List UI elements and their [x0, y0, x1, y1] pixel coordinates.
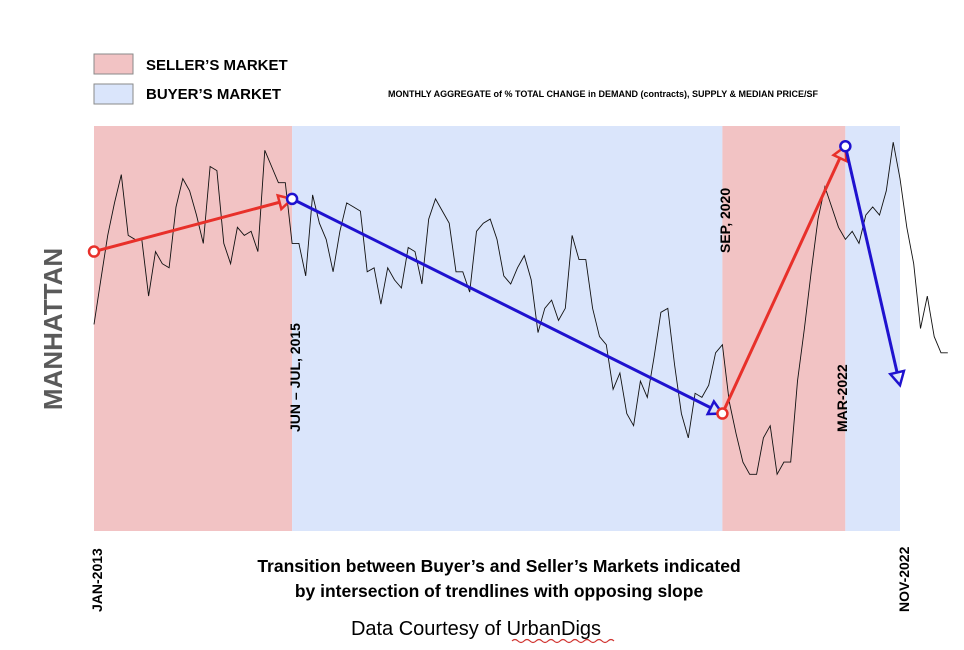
- series-line-0: [93, 142, 948, 476]
- trendline-start-marker-3: [839, 140, 852, 153]
- trendline-start-marker-0: [87, 245, 101, 258]
- trendline-start-marker-2: [716, 407, 729, 420]
- transition-label-2022: MAR-2022: [834, 364, 850, 432]
- spellcheck-underline: [511, 638, 615, 644]
- chart-title: MONTHLY AGGREGATE of % TOTAL CHANGE in D…: [388, 89, 819, 99]
- trendline-seller-0: [93, 200, 280, 253]
- market-regime-bands: [94, 126, 900, 531]
- legend-label-seller: SELLER’S MARKET: [146, 57, 288, 74]
- trendline-start-marker-1: [285, 192, 299, 206]
- regime-band-buyer-1: [292, 126, 723, 531]
- legend-swatch-buyer: [93, 83, 134, 105]
- trendline-arrowhead-0: [275, 193, 295, 212]
- caption-line-2: by intersection of trendlines with oppos…: [295, 581, 704, 601]
- x-label-end: NOV-2022: [896, 546, 912, 612]
- trendline-arrowhead-1: [705, 399, 725, 416]
- region-label: MANHATTAN: [38, 248, 68, 410]
- trendline-seller-2: [721, 157, 842, 415]
- x-label-start: JAN-2013: [89, 548, 105, 612]
- series-layer: [93, 142, 948, 476]
- trendline-layer: [87, 140, 906, 420]
- transition-label-2020: SEP, 2020: [717, 188, 733, 253]
- trendline-buyer-3: [843, 145, 899, 373]
- caption-line-1: Transition between Buyer’s and Seller’s …: [257, 556, 740, 576]
- regime-band-buyer-3: [845, 126, 900, 531]
- legend-swatch-seller: [93, 53, 134, 75]
- regime-band-seller-0: [94, 126, 293, 531]
- legend-label-buyer: BUYER’S MARKET: [146, 86, 281, 103]
- trendline-arrowhead-3: [887, 369, 906, 388]
- transition-label-2015: JUN – JUL, 2015: [287, 323, 303, 432]
- data-credit: Data Courtesy of UrbanDigs: [351, 618, 601, 640]
- trendline-buyer-1: [291, 197, 712, 410]
